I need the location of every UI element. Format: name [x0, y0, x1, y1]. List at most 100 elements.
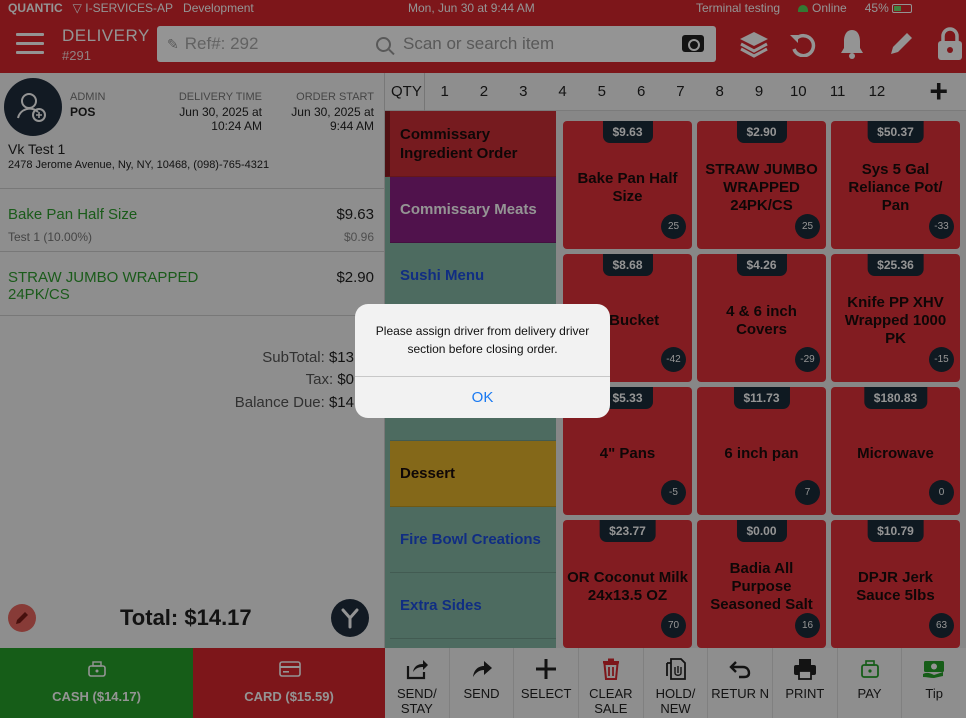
select-button[interactable]: SELECT — [514, 648, 580, 718]
qty-1[interactable]: 1 — [440, 83, 449, 100]
return-button[interactable]: RETUR N — [708, 648, 774, 718]
menu-icon[interactable] — [16, 33, 44, 55]
wifi-network: ▽ I-SERVICES-AP — [72, 1, 174, 15]
add-quantity-button[interactable]: + — [929, 73, 948, 109]
send-stay-button[interactable]: SEND/ STAY — [385, 648, 450, 718]
user-value: POS — [70, 105, 96, 119]
product-tile[interactable]: $180.83 Microwave 0 — [831, 387, 960, 515]
cash-button[interactable]: CASH ($14.17) — [0, 648, 193, 718]
product-tile[interactable]: $9.63 Bake Pan Half Size 25 — [563, 121, 692, 249]
qty-8[interactable]: 8 — [715, 83, 724, 100]
category-label: Commissary Ingredient Order — [400, 125, 518, 162]
product-name: DPJR Jerk Sauce 5lbs — [856, 569, 935, 604]
edit-order-icon[interactable] — [8, 604, 36, 632]
delivery-time-value[interactable]: Jun 30, 2025 at 10:24 AM — [179, 105, 262, 133]
pencil-icon[interactable] — [883, 26, 919, 62]
product-tile[interactable]: $25.36 Knife PP XHV Wrapped 1000 PK -15 — [831, 254, 960, 382]
pay-button[interactable]: PAY — [838, 648, 903, 718]
card-button[interactable]: CARD ($15.59) — [193, 648, 385, 718]
edit-note-icon: ✎ — [167, 35, 179, 52]
product-price: $23.77 — [599, 520, 656, 542]
product-tile[interactable]: $11.73 6 inch pan 7 — [697, 387, 826, 515]
qty-2[interactable]: 2 — [479, 83, 489, 100]
category-item[interactable]: Sushi Menu — [390, 243, 556, 309]
category-item[interactable]: Fire Bowl Creations — [390, 507, 556, 573]
send-button[interactable]: SEND — [450, 648, 515, 718]
lock-icon[interactable] — [932, 26, 966, 62]
qty-9[interactable]: 9 — [754, 83, 764, 100]
product-tile[interactable]: $4.26 4 & 6 inch Covers -29 — [697, 254, 826, 382]
category-item[interactable]: Dessert — [390, 441, 556, 507]
qty-7[interactable]: 7 — [676, 83, 685, 100]
cash-label: CASH ($14.17) — [52, 689, 141, 704]
stock-count-badge: 25 — [661, 214, 686, 239]
customer-name[interactable]: Vk Test 1 — [8, 141, 66, 157]
bell-icon[interactable] — [834, 26, 870, 62]
split-icon[interactable] — [331, 599, 369, 637]
category-label: Dessert — [400, 465, 456, 482]
line-item-modifier-price: $0.96 — [343, 230, 374, 244]
terminal-name: Terminal testing — [696, 1, 781, 15]
product-name: 6 inch pan — [724, 445, 799, 462]
qty-12[interactable]: 12 — [868, 83, 886, 100]
qty-3[interactable]: 3 — [519, 83, 528, 100]
search-input[interactable]: Scan or search item — [364, 26, 716, 62]
stock-count-badge: 25 — [795, 214, 820, 239]
stock-count-badge: 16 — [795, 613, 820, 638]
share-icon — [405, 656, 429, 682]
qty-label: QTY — [385, 72, 425, 111]
assign-user-icon[interactable] — [4, 78, 62, 136]
product-name: Badia All Purpose Seasoned Salt — [710, 560, 813, 613]
order-panel: ADMIN POS DELIVERY TIME Jun 30, 2025 at … — [0, 73, 385, 648]
clear-sale-button[interactable]: CLEAR SALE — [579, 648, 644, 718]
stock-count-badge: -33 — [929, 214, 954, 239]
subtotal-row: SubTotal: $13 — [262, 349, 354, 366]
product-price: $180.83 — [863, 387, 928, 409]
category-item[interactable]: Commissary Ingredient Order — [385, 111, 556, 177]
category-item[interactable]: Commissary Meats — [390, 177, 556, 243]
order-start-label: ORDER START — [296, 91, 374, 103]
product-tile[interactable]: $2.90 STRAW JUMBO WRAPPED 24PK/CS 25 — [697, 121, 826, 249]
stock-count-badge: -29 — [795, 347, 820, 372]
category-label: Commissary Meats — [400, 201, 537, 218]
card-label: CARD ($15.59) — [244, 689, 334, 704]
product-tile[interactable]: $10.79 DPJR Jerk Sauce 5lbs 63 — [831, 520, 960, 648]
stock-count-badge: 7 — [795, 480, 820, 505]
product-name: Sys 5 Gal Reliance Pot/ Pan — [848, 161, 943, 214]
qty-6[interactable]: 6 — [636, 83, 646, 100]
camera-icon[interactable] — [682, 35, 704, 52]
product-price: $10.79 — [867, 520, 924, 542]
category-label: Fire Bowl Creations — [400, 531, 541, 548]
category-item[interactable]: Extra Sides — [390, 573, 556, 639]
wallet-icon — [860, 656, 880, 682]
product-tile[interactable]: $0.00 Badia All Purpose Seasoned Salt 16 — [697, 520, 826, 648]
cloud-icon — [798, 5, 809, 12]
status-datetime: Mon, Jun 30 at 9:44 AM — [408, 1, 535, 15]
cash-register-icon — [87, 661, 107, 677]
product-price: $9.63 — [602, 121, 653, 143]
order-type: DELIVERY — [62, 26, 150, 45]
qty-10[interactable]: 10 — [789, 83, 807, 100]
qty-4[interactable]: 4 — [558, 83, 567, 100]
credit-card-icon — [279, 661, 301, 677]
undo-icon[interactable] — [785, 26, 821, 62]
balance-due-row: Balance Due: $14 — [234, 394, 354, 411]
product-tile[interactable]: $23.77 OR Coconut Milk 24x13.5 OZ 70 — [563, 520, 692, 648]
quantity-bar: QTY 1 2 3 4 5 6 7 8 9 10 11 12 + — [385, 72, 966, 111]
tip-button[interactable]: Tip — [902, 648, 966, 718]
hold-new-button[interactable]: HOLD/ NEW — [644, 648, 709, 718]
ok-button[interactable]: OK — [471, 389, 494, 406]
search-icon — [376, 36, 391, 52]
reference-input[interactable]: ✎ Ref#: 292 — [157, 26, 369, 62]
action-bar: SEND/ STAY SEND SELECT CLEAR SALE HOLD/ … — [385, 648, 966, 718]
divider — [0, 251, 385, 252]
qty-11[interactable]: 11 — [829, 83, 846, 100]
layers-icon[interactable] — [736, 26, 772, 62]
qty-5[interactable]: 5 — [597, 83, 606, 100]
print-button[interactable]: PRINT — [773, 648, 838, 718]
product-name: 4 & 6 inch Covers — [726, 303, 797, 338]
category-label: Sushi Menu — [400, 267, 485, 284]
product-tile[interactable]: $50.37 Sys 5 Gal Reliance Pot/ Pan -33 — [831, 121, 960, 249]
product-name: STRAW JUMBO WRAPPED 24PK/CS — [705, 161, 818, 214]
divider — [0, 315, 385, 316]
